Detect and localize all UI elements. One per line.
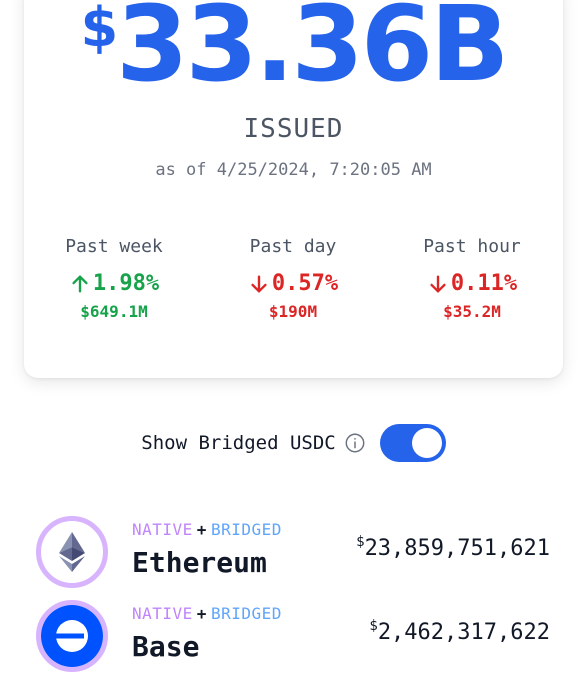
ethereum-icon: [59, 532, 85, 572]
issued-label: ISSUED: [243, 114, 344, 144]
chain-logo: [36, 516, 108, 588]
hero-currency-symbol: $: [80, 0, 119, 59]
stat-percent-value: 1.98%: [92, 271, 160, 296]
chain-currency-symbol: $: [369, 618, 378, 634]
stat-percent: 0.11%: [382, 271, 562, 296]
stat-amount: $35.2M: [443, 302, 501, 321]
chain-row-base[interactable]: NATIVE + BRIDGED Base $2,462,317,622: [36, 600, 556, 674]
base-icon: [41, 605, 103, 667]
toggle-knob: [411, 428, 442, 458]
tag-plus: +: [196, 604, 207, 623]
stat-label: Past hour: [423, 236, 521, 257]
chain-currency-symbol: $: [356, 534, 365, 550]
arrow-down-icon: [251, 274, 267, 293]
stat-amount: $649.1M: [80, 302, 148, 321]
chain-value: $2,462,317,622: [369, 618, 550, 645]
tag-plus: +: [196, 520, 207, 539]
chain-name: Ethereum: [132, 546, 267, 579]
stat-percent-value: 0.57%: [271, 271, 339, 296]
native-tag: NATIVE: [132, 604, 193, 623]
stat-past-day: Past day 0.57% $190M: [203, 236, 383, 321]
chain-value: $23,859,751,621: [356, 534, 550, 561]
stat-percent: 0.57%: [203, 271, 383, 296]
toggle-label: Show Bridged USDC: [141, 432, 336, 454]
show-bridged-toggle[interactable]: [379, 424, 446, 462]
stat-percent: 1.98%: [24, 271, 204, 296]
arrow-up-icon: [72, 274, 88, 293]
stat-label: Past week: [65, 236, 163, 257]
issued-amount: $33.36B: [24, 0, 563, 99]
chain-tags: NATIVE + BRIDGED: [132, 520, 282, 539]
info-icon[interactable]: [344, 432, 366, 454]
chain-name: Base: [132, 630, 200, 663]
chain-value-amount: 2,462,317,622: [377, 620, 550, 645]
bridged-tag: BRIDGED: [210, 520, 282, 539]
chain-logo: [36, 600, 108, 672]
stat-past-hour: Past hour 0.11% $35.2M: [382, 236, 562, 321]
bridged-toggle-row: Show Bridged USDC: [0, 424, 587, 462]
supply-summary-card: $33.36B ISSUED as of 4/25/2024, 7:20:05 …: [24, 0, 563, 378]
chain-row-ethereum[interactable]: NATIVE + BRIDGED Ethereum $23,859,751,621: [36, 516, 556, 590]
native-tag: NATIVE: [132, 520, 193, 539]
stat-amount: $190M: [268, 302, 318, 321]
stat-past-week: Past week 1.98% $649.1M: [24, 236, 204, 321]
hero-amount-value: 33.36B: [116, 0, 509, 105]
chain-tags: NATIVE + BRIDGED: [132, 604, 282, 623]
as-of-timestamp: as of 4/25/2024, 7:20:05 AM: [155, 160, 432, 180]
bridged-tag: BRIDGED: [210, 604, 282, 623]
arrow-down-icon: [430, 274, 446, 293]
stat-label: Past day: [249, 236, 337, 257]
stat-percent-value: 0.11%: [450, 271, 518, 296]
chain-value-amount: 23,859,751,621: [364, 536, 550, 561]
